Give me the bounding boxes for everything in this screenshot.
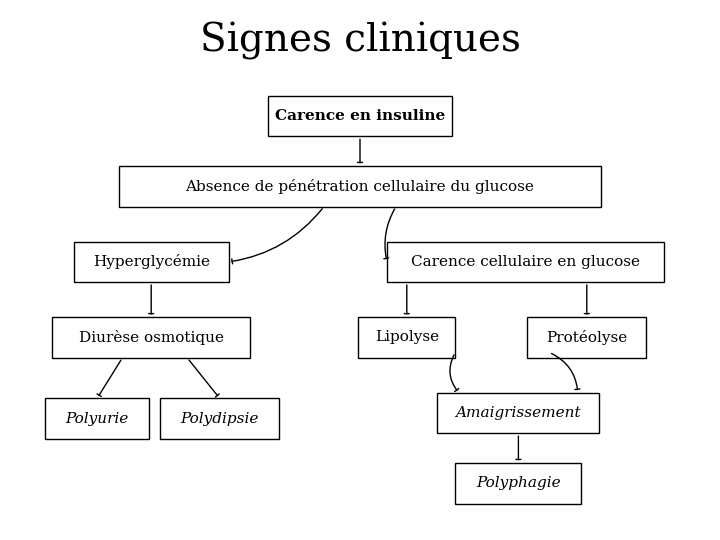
Text: Amaigrissement: Amaigrissement [456, 406, 581, 420]
Text: Signes cliniques: Signes cliniques [199, 22, 521, 59]
Text: Absence de pénétration cellulaire du glucose: Absence de pénétration cellulaire du glu… [186, 179, 534, 194]
FancyBboxPatch shape [358, 317, 455, 357]
FancyBboxPatch shape [52, 317, 251, 357]
FancyBboxPatch shape [438, 393, 599, 433]
Text: Polydipsie: Polydipsie [181, 411, 258, 426]
FancyBboxPatch shape [160, 399, 279, 438]
Text: Protéolyse: Protéolyse [546, 330, 627, 345]
FancyBboxPatch shape [45, 399, 150, 438]
FancyBboxPatch shape [387, 241, 665, 282]
FancyBboxPatch shape [268, 96, 452, 136]
Text: Lipolyse: Lipolyse [374, 330, 439, 345]
FancyBboxPatch shape [73, 241, 229, 282]
Text: Carence cellulaire en glucose: Carence cellulaire en glucose [411, 255, 640, 269]
Text: Polyurie: Polyurie [66, 411, 129, 426]
Text: Hyperglycémie: Hyperglycémie [93, 254, 210, 269]
Text: Diurèse osmotique: Diurèse osmotique [78, 330, 224, 345]
FancyBboxPatch shape [527, 317, 647, 357]
FancyBboxPatch shape [119, 166, 601, 206]
Text: Polyphagie: Polyphagie [476, 476, 561, 490]
Text: Carence en insuline: Carence en insuline [275, 109, 445, 123]
FancyBboxPatch shape [455, 463, 581, 503]
